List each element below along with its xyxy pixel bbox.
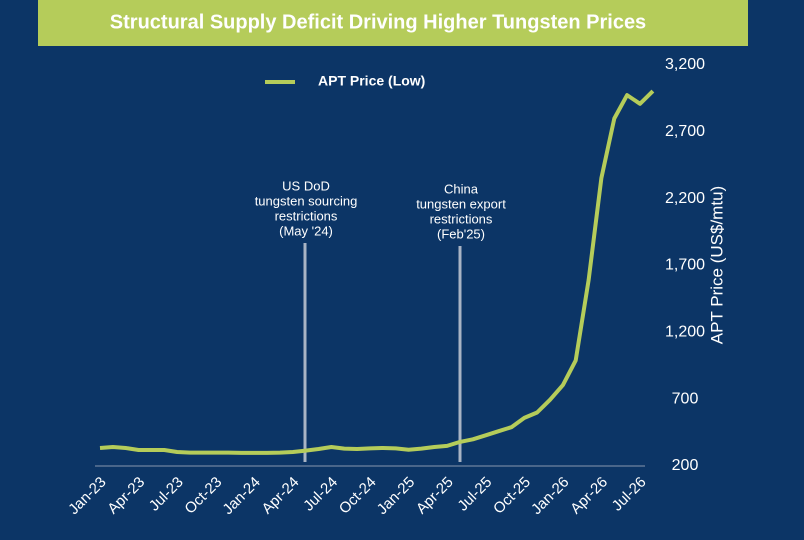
y-tick-label: 2,700 <box>665 123 705 140</box>
title-banner <box>38 0 748 46</box>
annotation-text: (Feb'25) <box>437 226 485 241</box>
annotation-text: US DoD <box>282 178 330 193</box>
annotation-text: restrictions <box>275 208 338 223</box>
y-tick-label: 1,700 <box>665 257 705 274</box>
annotation-text: tungsten export <box>416 196 506 211</box>
annotation-text: tungsten sourcing <box>255 193 358 208</box>
y-tick-label: 2,200 <box>665 190 705 207</box>
annotation-text: (May '24) <box>279 223 333 238</box>
annotation-text: restrictions <box>430 211 493 226</box>
annotation-text: China <box>444 181 479 196</box>
chart-title: Structural Supply Deficit Driving Higher… <box>110 11 646 33</box>
y-tick-label: 3,200 <box>665 56 705 73</box>
series-line <box>99 89 655 455</box>
legend-label: APT Price (Low) <box>318 73 425 89</box>
y-tick-label: 1,200 <box>665 324 705 341</box>
y-tick-label: 200 <box>672 457 699 474</box>
y-axis-title: APT Price (US$/mtu) <box>707 186 726 344</box>
y-tick-label: 700 <box>672 390 699 407</box>
